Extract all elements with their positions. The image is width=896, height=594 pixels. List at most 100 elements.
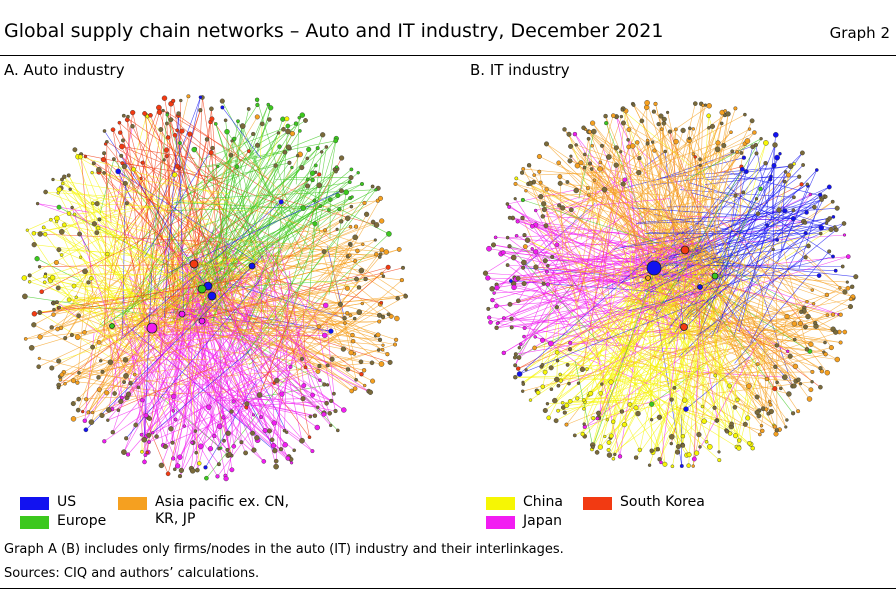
network-edge xyxy=(133,355,178,467)
network-node xyxy=(543,141,549,147)
network-node xyxy=(550,254,555,259)
network-node xyxy=(119,143,125,150)
network-edge xyxy=(728,389,780,430)
network-node xyxy=(122,357,129,363)
network-node xyxy=(799,309,804,314)
network-edge xyxy=(25,313,235,340)
network-node xyxy=(545,402,550,406)
network-node xyxy=(380,347,385,352)
legend-item-china: China xyxy=(486,494,563,511)
network-edge xyxy=(713,381,813,394)
network-node xyxy=(78,255,83,259)
network-node xyxy=(516,298,521,304)
network-node xyxy=(239,123,246,129)
network-node xyxy=(105,251,110,257)
network-node xyxy=(813,320,818,326)
network-node xyxy=(582,406,586,411)
network-node xyxy=(313,163,318,168)
network-node xyxy=(318,204,323,209)
network-node xyxy=(290,461,294,465)
panel-a-title: A. Auto industry xyxy=(4,61,125,79)
network-node xyxy=(287,160,292,165)
network-edge xyxy=(689,182,835,228)
network-edge xyxy=(53,205,151,310)
network-node xyxy=(31,231,37,236)
network-edge xyxy=(591,168,596,301)
network-node xyxy=(329,356,335,362)
network-node xyxy=(125,391,132,397)
network-edge xyxy=(214,275,258,438)
network-node xyxy=(117,120,122,125)
network-edge xyxy=(197,272,249,471)
network-edge xyxy=(633,104,713,268)
network-node xyxy=(323,302,329,309)
network-edge xyxy=(653,272,795,387)
network-node xyxy=(70,205,74,210)
network-node xyxy=(158,462,165,469)
network-edge xyxy=(711,227,788,317)
network-node xyxy=(75,407,81,413)
network-node xyxy=(597,166,603,172)
network-node xyxy=(348,224,353,229)
network-edge xyxy=(637,273,672,400)
network-node xyxy=(25,228,29,232)
network-node xyxy=(281,127,286,132)
network-node xyxy=(556,408,561,413)
network-hub-node xyxy=(146,322,158,334)
network-node xyxy=(22,293,28,300)
network-edge xyxy=(646,107,650,273)
network-edge xyxy=(716,157,778,334)
network-edge xyxy=(627,256,834,312)
network-node xyxy=(271,420,277,426)
network-node xyxy=(379,218,385,224)
network-node xyxy=(72,212,77,217)
network-node xyxy=(619,150,623,154)
network-edge xyxy=(125,279,261,439)
network-edge xyxy=(489,317,675,335)
network-node xyxy=(261,459,267,464)
network-edge xyxy=(684,126,713,242)
network-node xyxy=(197,461,202,466)
network-edge xyxy=(228,411,246,454)
network-node xyxy=(700,404,705,409)
network-edge xyxy=(647,140,689,256)
network-edge xyxy=(261,241,330,414)
network-edge xyxy=(643,233,821,312)
network-edge xyxy=(167,301,291,368)
network-edge xyxy=(546,189,722,232)
network-node xyxy=(622,177,628,183)
network-node xyxy=(805,313,811,320)
network-node xyxy=(216,423,223,429)
network-edge xyxy=(582,259,666,435)
network-edge xyxy=(211,294,346,324)
network-node xyxy=(754,197,759,201)
network-node xyxy=(619,114,624,119)
network-node xyxy=(170,440,175,445)
network-node xyxy=(102,151,107,156)
network-node xyxy=(803,324,808,330)
network-edge xyxy=(645,206,815,266)
network-node xyxy=(606,452,613,458)
network-node xyxy=(848,296,853,302)
network-edge xyxy=(607,327,778,431)
network-node xyxy=(543,223,549,229)
network-node xyxy=(225,430,231,436)
network-node xyxy=(536,153,542,159)
network-edge xyxy=(599,305,679,447)
network-node xyxy=(86,410,91,415)
network-node xyxy=(774,343,779,348)
network-node xyxy=(59,253,64,257)
network-edge xyxy=(293,249,383,366)
network-node xyxy=(317,172,322,177)
network-node xyxy=(27,273,32,278)
network-node xyxy=(100,369,105,374)
network-node xyxy=(337,206,342,212)
network-edge xyxy=(759,382,776,427)
network-edge xyxy=(585,129,626,158)
network-node xyxy=(824,370,830,376)
network-node xyxy=(818,224,824,231)
network-node xyxy=(595,416,600,421)
network-node xyxy=(106,418,110,422)
network-node xyxy=(831,215,836,219)
network-edge xyxy=(785,225,822,228)
